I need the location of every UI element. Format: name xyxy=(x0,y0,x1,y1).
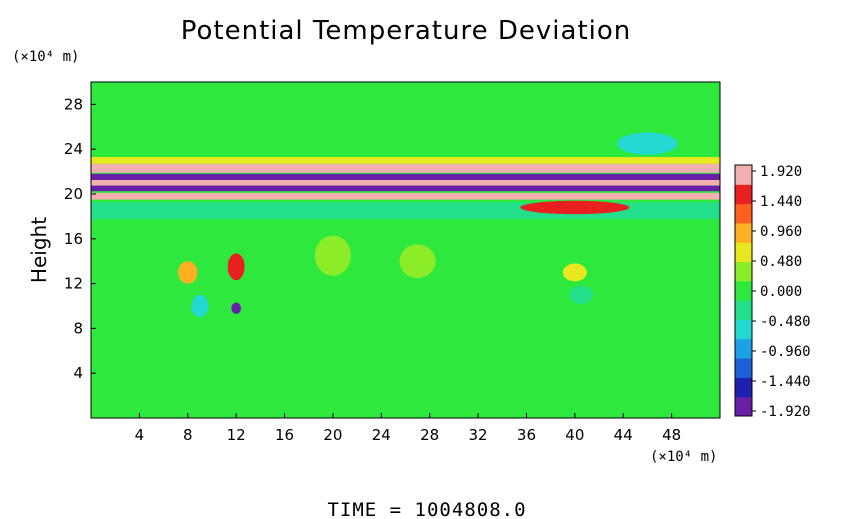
colorbar-swatch xyxy=(735,396,752,417)
heatmap-band xyxy=(91,173,720,181)
x-tick-label: 48 xyxy=(662,426,681,444)
colorbar-swatch xyxy=(735,203,752,224)
y-tick-label: 12 xyxy=(64,275,83,293)
x-tick-label: 24 xyxy=(372,426,391,444)
colorbar-label: 1.440 xyxy=(760,194,802,210)
heatmap-blob xyxy=(399,244,436,278)
x-tick-label: 20 xyxy=(323,426,342,444)
heatmap-blob xyxy=(191,294,209,318)
colorbar-label: -0.480 xyxy=(760,314,811,330)
heatmap-blob xyxy=(314,235,352,276)
y-axis-ticks: 4 8 12 16 20 24 28 xyxy=(64,95,96,382)
heatmap-band xyxy=(91,185,720,192)
heatmap-blob xyxy=(227,253,245,281)
plot-frame xyxy=(90,81,721,419)
y-tick-label: 16 xyxy=(64,230,83,248)
x-axis-ticks: 4 8 12 16 20 24 28 32 36 40 44 48 xyxy=(135,413,681,444)
heatmap-blob xyxy=(178,261,198,284)
colorbar-swatch xyxy=(735,338,752,359)
heatmap-band xyxy=(91,180,720,186)
heatmap-band xyxy=(91,202,720,220)
colorbar-label: 0.000 xyxy=(760,284,802,300)
colorbar-swatch xyxy=(735,319,752,340)
colorbar-swatch xyxy=(735,377,752,398)
chart-title: Potential Temperature Deviation xyxy=(181,16,632,46)
heatmap-blob xyxy=(562,263,587,282)
colorbar-swatch xyxy=(735,184,752,205)
y-tick-label: 20 xyxy=(64,185,83,203)
heatmap-blob xyxy=(568,285,593,304)
colorbar-label: 1.920 xyxy=(760,164,802,180)
x-tick-label: 12 xyxy=(227,426,246,444)
colorbar-swatch xyxy=(735,261,752,282)
x-tick-label: 32 xyxy=(469,426,488,444)
heatmap-band xyxy=(91,163,720,173)
x-tick-label: 4 xyxy=(135,426,145,444)
colorbar-swatch xyxy=(735,242,752,263)
heatmap-blob xyxy=(520,200,630,215)
colorbar-label: 0.960 xyxy=(760,224,802,240)
heatmap-band xyxy=(91,192,720,200)
x-tick-label: 8 xyxy=(183,426,193,444)
heatmap-band xyxy=(91,157,720,164)
time-footer: TIME = 1004808.0 xyxy=(327,499,526,519)
colorbar-swatch xyxy=(735,222,752,243)
x-tick-label: 36 xyxy=(517,426,536,444)
colorbar-label: -0.960 xyxy=(760,344,811,360)
heatmap-blob xyxy=(231,302,241,314)
x-tick-label: 40 xyxy=(565,426,584,444)
heatmap-plot-area xyxy=(91,82,720,418)
colorbar-swatch xyxy=(735,300,752,320)
y-axis-label: Height xyxy=(27,217,51,283)
colorbar-label: 0.480 xyxy=(760,254,802,270)
colorbar-label: -1.440 xyxy=(760,374,811,390)
x-axis-unit: (×10⁴ m) xyxy=(650,449,717,465)
y-tick-label: 24 xyxy=(64,140,83,158)
x-tick-label: 44 xyxy=(614,426,633,444)
x-tick-label: 16 xyxy=(275,426,294,444)
colorbar-swatch xyxy=(735,358,752,378)
colorbar-swatch xyxy=(735,280,752,301)
y-tick-label: 28 xyxy=(64,95,83,113)
colorbar-swatch xyxy=(735,165,752,185)
x-tick-label: 28 xyxy=(420,426,439,444)
y-tick-label: 8 xyxy=(73,319,83,337)
y-axis-unit: (×10⁴ m) xyxy=(12,49,79,65)
colorbar-label: -1.920 xyxy=(760,404,811,420)
heatmap-blob xyxy=(617,132,678,155)
y-tick-label: 4 xyxy=(73,364,83,382)
colorbar: 1.920 1.440 0.960 0.480 0.000 -0.480 -0.960 -1.… xyxy=(734,164,811,420)
